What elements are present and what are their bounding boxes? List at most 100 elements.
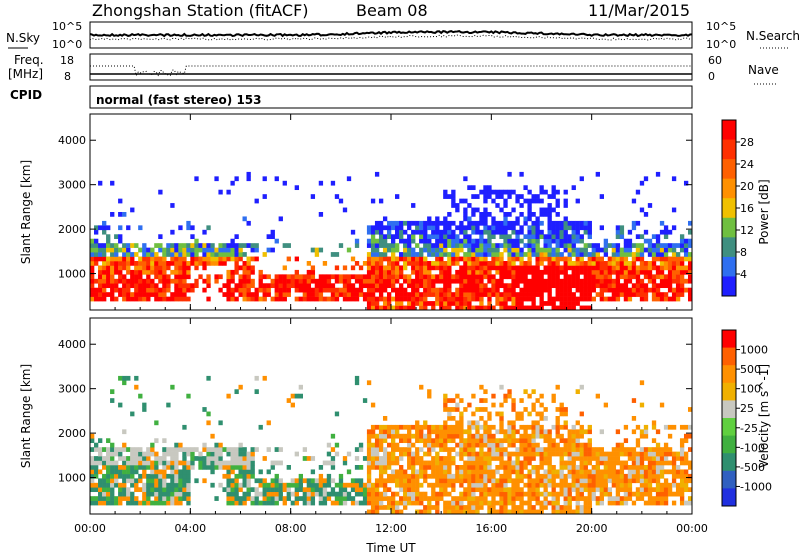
heatmap-cell xyxy=(527,296,532,302)
heatmap-cell xyxy=(423,491,428,497)
heatmap-cell xyxy=(563,491,568,497)
heatmap-cell xyxy=(615,447,621,452)
heatmap-cell xyxy=(587,283,592,289)
heatmap-cell xyxy=(98,269,103,275)
heatmap-cell xyxy=(491,243,496,248)
heatmap-cell xyxy=(479,229,484,235)
heatmap-cell xyxy=(475,194,480,199)
heatmap-cell xyxy=(254,247,259,253)
heatmap-cell xyxy=(330,491,336,497)
heatmap-cell xyxy=(258,274,263,280)
heatmap-cell xyxy=(679,243,685,248)
heatmap-cell xyxy=(551,505,556,510)
heatmap-cell xyxy=(503,305,508,311)
heatmap-cell xyxy=(495,491,500,497)
heatmap-cell xyxy=(471,185,476,191)
heatmap-cell xyxy=(174,451,179,457)
heatmap-cell xyxy=(230,243,235,248)
heatmap-cell xyxy=(531,451,536,457)
heatmap-cell xyxy=(663,442,669,448)
heatmap-cell xyxy=(146,473,151,479)
heatmap-cell xyxy=(511,451,516,457)
heatmap-cell xyxy=(471,478,476,484)
heatmap-cell xyxy=(575,252,580,257)
heatmap-cell xyxy=(499,265,504,271)
heatmap-cell xyxy=(455,424,460,430)
heatmap-cell xyxy=(683,500,689,506)
heatmap-cell xyxy=(302,292,308,297)
heatmap-cell xyxy=(483,429,488,435)
heatmap-cell xyxy=(559,238,564,244)
heatmap-cell xyxy=(138,473,143,479)
heatmap-cell xyxy=(615,243,621,248)
heatmap-cell xyxy=(94,252,99,257)
heatmap-cell xyxy=(527,438,532,444)
heatmap-cell xyxy=(162,473,167,479)
heatmap-cell xyxy=(531,447,536,452)
heatmap-cell xyxy=(487,189,492,195)
heatmap-cell xyxy=(687,274,693,280)
heatmap-cell xyxy=(366,500,372,506)
heatmap-cell xyxy=(182,491,187,497)
heatmap-cell xyxy=(366,469,372,475)
heatmap-cell xyxy=(555,496,560,501)
heatmap-cell xyxy=(427,482,432,488)
heatmap-cell xyxy=(559,296,564,302)
heatmap-cell xyxy=(451,238,456,244)
heatmap-cell xyxy=(507,424,512,430)
heatmap-cell xyxy=(395,491,400,497)
heatmap-cell xyxy=(623,283,629,289)
heatmap-cell xyxy=(627,265,633,271)
heatmap-cell xyxy=(214,447,219,452)
heatmap-cell xyxy=(158,491,163,497)
heatmap-cell xyxy=(350,296,356,302)
heatmap-cell xyxy=(178,469,183,475)
heatmap-cell xyxy=(559,256,564,262)
heatmap-cell xyxy=(134,265,139,271)
heatmap-cell xyxy=(499,229,504,235)
heatmap-cell xyxy=(503,269,508,275)
heatmap-cell xyxy=(302,487,308,493)
heatmap-cell xyxy=(342,274,348,280)
heatmap-cell xyxy=(382,225,388,231)
heatmap-cell xyxy=(443,438,448,444)
heatmap-cell xyxy=(278,296,283,302)
heatmap-cell xyxy=(455,420,460,426)
heatmap-cell xyxy=(206,296,211,302)
heatmap-cell xyxy=(166,247,171,253)
heatmap-cell xyxy=(483,433,488,439)
heatmap-cell xyxy=(366,509,372,515)
heatmap-cell xyxy=(254,256,259,262)
heatmap-cell xyxy=(399,473,404,479)
heatmap-cell xyxy=(467,256,472,262)
heatmap-cell xyxy=(543,491,548,497)
heatmap-cell xyxy=(366,496,372,501)
heatmap-cell xyxy=(555,269,560,275)
heatmap-cell xyxy=(459,398,464,403)
heatmap-cell xyxy=(154,482,159,488)
heatmap-cell xyxy=(467,402,472,408)
heatmap-cell xyxy=(503,465,508,470)
heatmap-cell xyxy=(174,500,179,506)
heatmap-cell xyxy=(483,198,488,204)
heatmap-cell xyxy=(98,482,103,488)
heatmap-cell xyxy=(230,500,235,506)
heatmap-cell xyxy=(471,438,476,444)
heatmap-cell xyxy=(182,482,187,488)
heatmap-cell xyxy=(370,296,376,302)
heatmap-cell xyxy=(399,482,404,488)
heatmap-cell xyxy=(619,465,625,470)
heatmap-cell xyxy=(451,496,456,501)
heatmap-cell xyxy=(587,456,592,461)
heatmap-cell xyxy=(611,243,617,248)
heatmap-cell xyxy=(122,212,127,217)
heatmap-cell xyxy=(611,278,617,284)
heatmap-cell xyxy=(278,287,283,293)
heatmap-cell xyxy=(647,243,653,248)
heatmap-cell xyxy=(643,287,649,293)
heatmap-cell xyxy=(555,261,560,266)
heatmap-cell xyxy=(519,229,524,235)
heatmap-cell xyxy=(102,482,107,488)
heatmap-cell xyxy=(651,420,657,426)
heatmap-cell xyxy=(555,442,560,448)
